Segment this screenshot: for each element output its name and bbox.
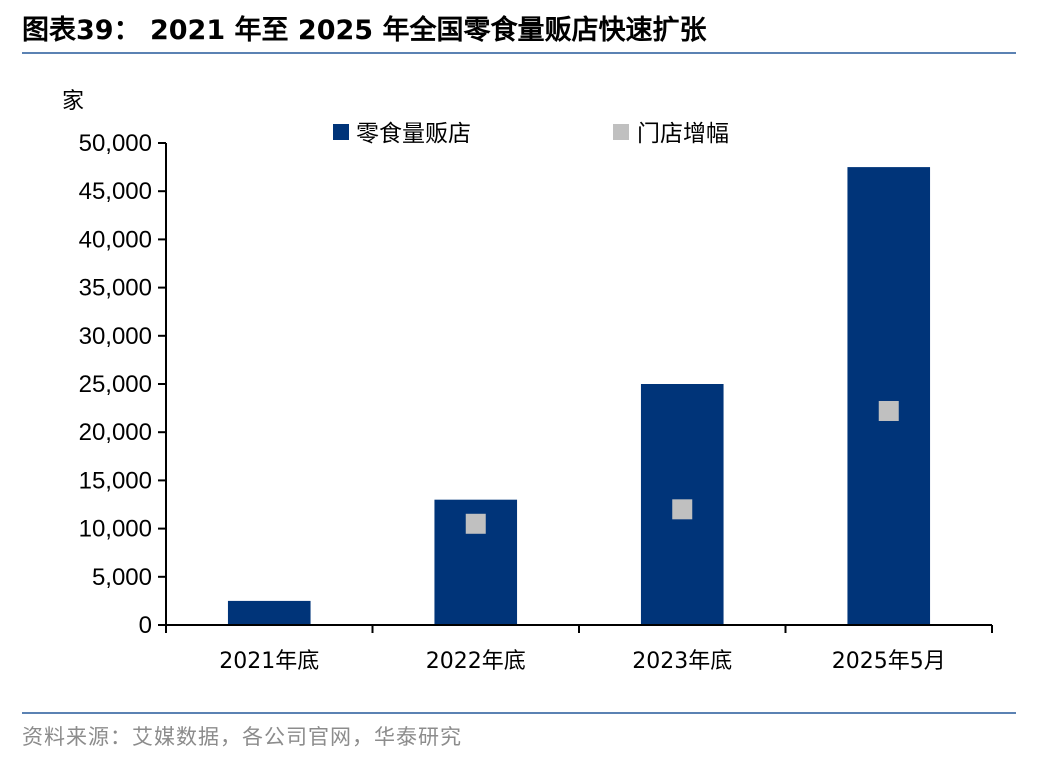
bar [227, 600, 311, 625]
y-tick-label: 5,000 [92, 564, 152, 591]
source-note: 资料来源：艾媒数据，各公司官网，华泰研究 [22, 725, 462, 749]
x-tick-label: 2025年5月 [832, 649, 946, 674]
marker-point [878, 400, 899, 421]
source-rule [22, 712, 1016, 714]
y-tick-label: 20,000 [79, 419, 152, 446]
legend-label-bar: 零食量贩店 [356, 121, 471, 147]
legend: 零食量贩店 门店增幅 [333, 121, 729, 147]
bar-series [227, 167, 931, 625]
x-axis: 2021年底 2022年底 2023年底 2025年5月 [165, 624, 993, 674]
y-axis: 0 5,000 10,000 15,000 20,000 25,000 30,000 35,0… [79, 130, 167, 639]
bar [847, 167, 931, 625]
y-tick-label: 0 [139, 612, 152, 639]
marker-point [672, 499, 693, 520]
y-tick-label: 40,000 [79, 226, 152, 253]
title-rule [22, 52, 1016, 54]
legend-label-marker: 门店增幅 [637, 121, 729, 147]
legend-swatch-marker [613, 124, 629, 140]
y-axis-unit-label: 家 [62, 89, 84, 114]
y-tick-label: 35,000 [79, 275, 152, 302]
legend-swatch-bar [333, 124, 349, 140]
y-tick-label: 25,000 [79, 371, 152, 398]
figure-title: 图表39： 2021 年至 2025 年全国零食量贩店快速扩张 [22, 15, 707, 46]
y-tick-label: 50,000 [79, 130, 152, 157]
y-tick-label: 10,000 [79, 516, 152, 543]
y-tick-label: 15,000 [79, 467, 152, 494]
x-tick-label: 2021年底 [219, 649, 319, 674]
marker-series [465, 400, 899, 534]
x-tick-label: 2022年底 [426, 649, 526, 674]
y-tick-label: 45,000 [79, 178, 152, 205]
marker-point [465, 513, 486, 534]
y-tick-label: 30,000 [79, 323, 152, 350]
bar-chart: 家 零食量贩店 门店增幅 0 5,000 10,000 15,000 20,000 25,… [62, 89, 993, 674]
x-tick-label: 2023年底 [632, 649, 732, 674]
